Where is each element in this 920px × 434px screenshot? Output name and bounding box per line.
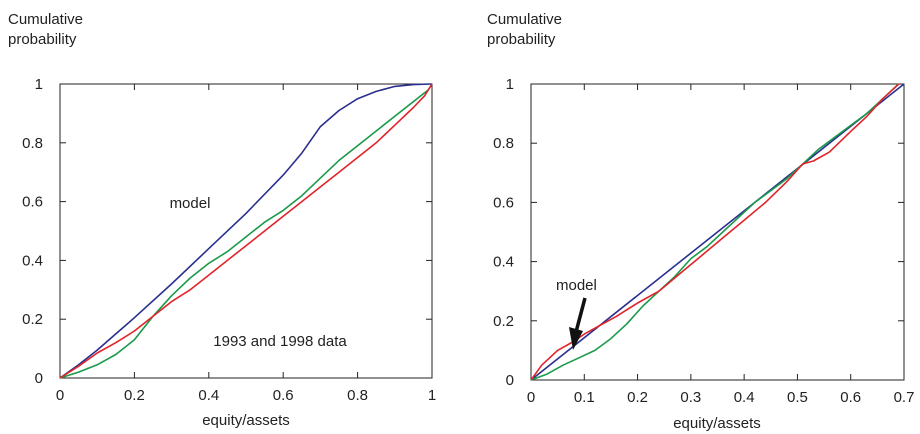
y-tick-label: 0.8 <box>493 135 514 152</box>
series-line-2 <box>530 83 900 381</box>
x-tick-label: 0.1 <box>574 389 595 406</box>
y-axis-label: Cumulative probability <box>487 11 562 48</box>
x-tick-label: 1 <box>428 387 436 404</box>
annotation-arrow-head <box>569 327 583 350</box>
y-axis-label-line: probability <box>8 31 77 48</box>
y-tick-label: 0.4 <box>493 254 514 271</box>
annotation-label: 1993 and 1998 data <box>213 333 347 350</box>
y-axis-label: Cumulative probability <box>8 11 83 48</box>
chart-panel-1: Cumulative probability equity/assets 0 0.2 0.… <box>8 11 436 429</box>
x-tick-label: 0.5 <box>787 389 808 406</box>
x-axis-label: equity/assets <box>673 415 761 432</box>
x-tick-label: 0.6 <box>840 389 861 406</box>
x-tick-label: 0 <box>527 389 535 406</box>
x-tick-label: 0.8 <box>347 387 368 404</box>
x-tick-label: 0.3 <box>680 389 701 406</box>
plot-frame <box>59 83 433 379</box>
x-tick-label: 0.2 <box>627 389 648 406</box>
y-tick-label: 0.2 <box>493 313 514 330</box>
annotation-label: model <box>556 277 597 294</box>
annotation-arrow-shaft <box>574 297 587 333</box>
y-tick-label: 1 <box>506 76 514 93</box>
x-tick-label: 0.6 <box>273 387 294 404</box>
y-tick-label: 0.6 <box>22 194 43 211</box>
x-axis-label: equity/assets <box>202 412 290 429</box>
series-line-3 <box>59 83 433 379</box>
y-axis-label-line: Cumulative <box>487 11 562 28</box>
y-tick-label: 0.6 <box>493 194 514 211</box>
y-axis-label-line: probability <box>487 31 556 48</box>
x-tick-label: 0.4 <box>734 389 755 406</box>
x-tick-label: 0.4 <box>198 387 219 404</box>
y-tick-label: 0.8 <box>22 135 43 152</box>
x-tick-label: 0.2 <box>124 387 145 404</box>
chart-panel-2: Cumulative probability equity/assets 0 0.2 0.… <box>487 11 914 432</box>
x-tick-label: 0.7 <box>894 389 915 406</box>
series-line-2 <box>59 83 433 379</box>
y-tick-label: 0.4 <box>22 252 43 269</box>
y-tick-label: 0 <box>506 372 514 389</box>
y-tick-label: 1 <box>35 76 43 93</box>
series-line-1 <box>530 83 905 381</box>
y-tick-label: 0 <box>35 370 43 387</box>
annotation-label: model <box>170 195 211 212</box>
y-axis-label-line: Cumulative <box>8 11 83 28</box>
y-tick-label: 0.2 <box>22 311 43 328</box>
plot-frame <box>530 83 905 381</box>
x-tick-label: 0 <box>56 387 64 404</box>
series-line-1 <box>59 83 433 379</box>
